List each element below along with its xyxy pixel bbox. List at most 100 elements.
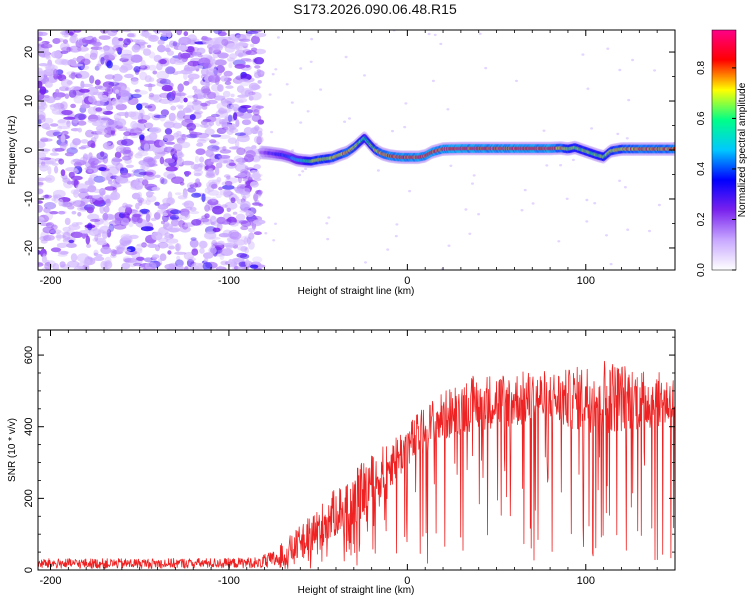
spectrogram-noise-cell (230, 103, 240, 109)
spectrogram-noise-cell (40, 43, 53, 49)
spectrogram-noise-cell (96, 152, 108, 160)
spectrogram-noise-cell (60, 42, 70, 52)
snr-panel: -200 -100 0 100 0 200 400 600 Height of straig… (7, 329, 676, 596)
spectrogram-noise-cell (148, 92, 155, 98)
spectrogram-noise-cell (252, 109, 260, 116)
spectrogram-noise-cell (254, 32, 267, 38)
spectrogram-noise-cell (210, 158, 220, 163)
spectrogram-noise-cell (291, 149, 295, 152)
spectrogram-noise-cell (224, 180, 233, 186)
spectrogram-noise-cell (110, 129, 115, 136)
spectrogram-noise-cell (217, 265, 223, 270)
spectrogram-noise-cell (233, 112, 238, 121)
spectrogram-noise-cell (165, 66, 176, 75)
spectrogram-noise-cell (299, 121, 303, 124)
spectrogram-noise-cell (116, 112, 129, 116)
spectrogram-noise-cell (151, 186, 161, 191)
spectrogram-noise-cell (606, 47, 610, 50)
spectrogram-noise-cell (111, 98, 120, 106)
spectrogram-noise-cell (186, 122, 196, 131)
spectrogram-noise-cell (175, 92, 187, 97)
spectrogram-noise-cell (175, 259, 184, 268)
spectrogram-noise-cell (252, 219, 266, 225)
spectrogram-noise-cell (138, 199, 143, 206)
spectrogram-noise-cell (121, 138, 134, 146)
spectrogram-noise-cell (156, 78, 167, 84)
spectrogram-noise-cell (90, 218, 101, 222)
spectrogram-noise-cell (160, 109, 169, 116)
spectrogram-noise-cell (98, 85, 109, 91)
y-tick-label: 400 (23, 418, 35, 436)
spectrogram-noise-cell (200, 218, 210, 223)
spectrogram-noise-cell (616, 132, 620, 136)
spectrogram-noise-cell (61, 59, 71, 66)
spectrogram-noise-cell (115, 89, 120, 94)
spectrogram-noise-cell (98, 167, 107, 171)
spectrogram-noise-cell (236, 266, 249, 270)
spectrogram-noise-cell (100, 151, 105, 157)
spectrogram-noise-cell (298, 173, 302, 177)
spectrogram-noise-cell (161, 84, 173, 92)
spectrogram-noise-cell (222, 90, 231, 98)
spectrogram-noise-cell (240, 225, 249, 231)
spectrogram-noise-cell (223, 160, 229, 164)
spectrogram-noise-cell (244, 64, 251, 68)
spectrogram-noise-cell (57, 118, 71, 126)
spectrogram-noise-cell (222, 184, 235, 190)
spectrogram-noise-cell (44, 262, 52, 270)
spectrogram-noise-cell (38, 50, 46, 57)
spectrogram-noise-cell (257, 130, 263, 137)
spectrogram-noise-cell (85, 235, 91, 245)
snr-x-label: Height of straight line (km) (298, 585, 415, 596)
spectrogram-noise-cell (471, 182, 474, 185)
spectrogram-noise-cell (131, 169, 140, 173)
spectrogram-noise-cell (159, 58, 167, 65)
spectrogram-noise-cell (127, 33, 135, 38)
spectrogram-noise-cell (143, 257, 153, 263)
spectrogram-noise-cell (64, 217, 71, 226)
spectrogram-noise-cell (121, 217, 130, 226)
spectrogram-noise-cell (225, 85, 234, 89)
spectrogram-noise-cell (106, 228, 112, 238)
spectrogram-noise-cell (73, 189, 80, 198)
spectrogram-noise-cell (99, 94, 109, 103)
spectrogram-noise-cell (239, 78, 249, 83)
spectrogram-noise-cell (199, 240, 208, 249)
spectrogram-noise-cell (128, 132, 138, 136)
spectrogram-noise-cell (209, 215, 217, 225)
spectrogram-noise-cell (110, 64, 120, 71)
spectrogram-noise-cell (229, 146, 240, 150)
spectrogram-noise-cell (159, 177, 165, 184)
spectrogram-noise-cell (49, 211, 59, 215)
spectrogram-noise-cell (119, 65, 129, 73)
spectrogram-noise-cell (68, 201, 75, 205)
spectrogram-noise-cell (208, 205, 214, 211)
spectrogram-noise-cell (147, 103, 156, 112)
spectrogram-noise-cell (237, 134, 250, 143)
spectrogram-noise-cell (135, 41, 148, 45)
spectrogram-noise-cell (571, 158, 575, 162)
spectrogram-noise-cell (108, 214, 114, 220)
spectrogram-noise-cell (185, 66, 197, 72)
spectrogram-noise-cell (190, 237, 197, 241)
spectrogram-noise-cell (211, 197, 217, 202)
spectrogram-noise-cell (177, 151, 184, 159)
spectrogram-noise-cell (264, 232, 268, 235)
spectrogram-noise-cell (238, 261, 248, 267)
spectrogram-noise-cell (38, 36, 43, 42)
spectrogram-noise-cell (581, 53, 585, 56)
spectrogram-noise-cell (157, 39, 165, 45)
spectrogram-noise-cell (92, 188, 103, 194)
spectrogram-noise-cell (120, 233, 133, 241)
spectrogram-noise-cell (162, 214, 169, 223)
spectrogram-noise-cell (190, 132, 203, 136)
spectrogram-noise-cell (92, 91, 104, 96)
spectrogram-noise-cell (41, 123, 50, 130)
spectrogram-noise-cell (41, 41, 50, 45)
spectrogram-noise-cell (77, 46, 89, 52)
spectrogram-noise-cell (87, 119, 99, 124)
spectrogram-noise-cell (40, 239, 48, 244)
spectrogram-noise-cell (182, 189, 188, 198)
spectrogram-noise-cell (165, 141, 175, 145)
spectrogram-noise-cell (211, 242, 224, 246)
